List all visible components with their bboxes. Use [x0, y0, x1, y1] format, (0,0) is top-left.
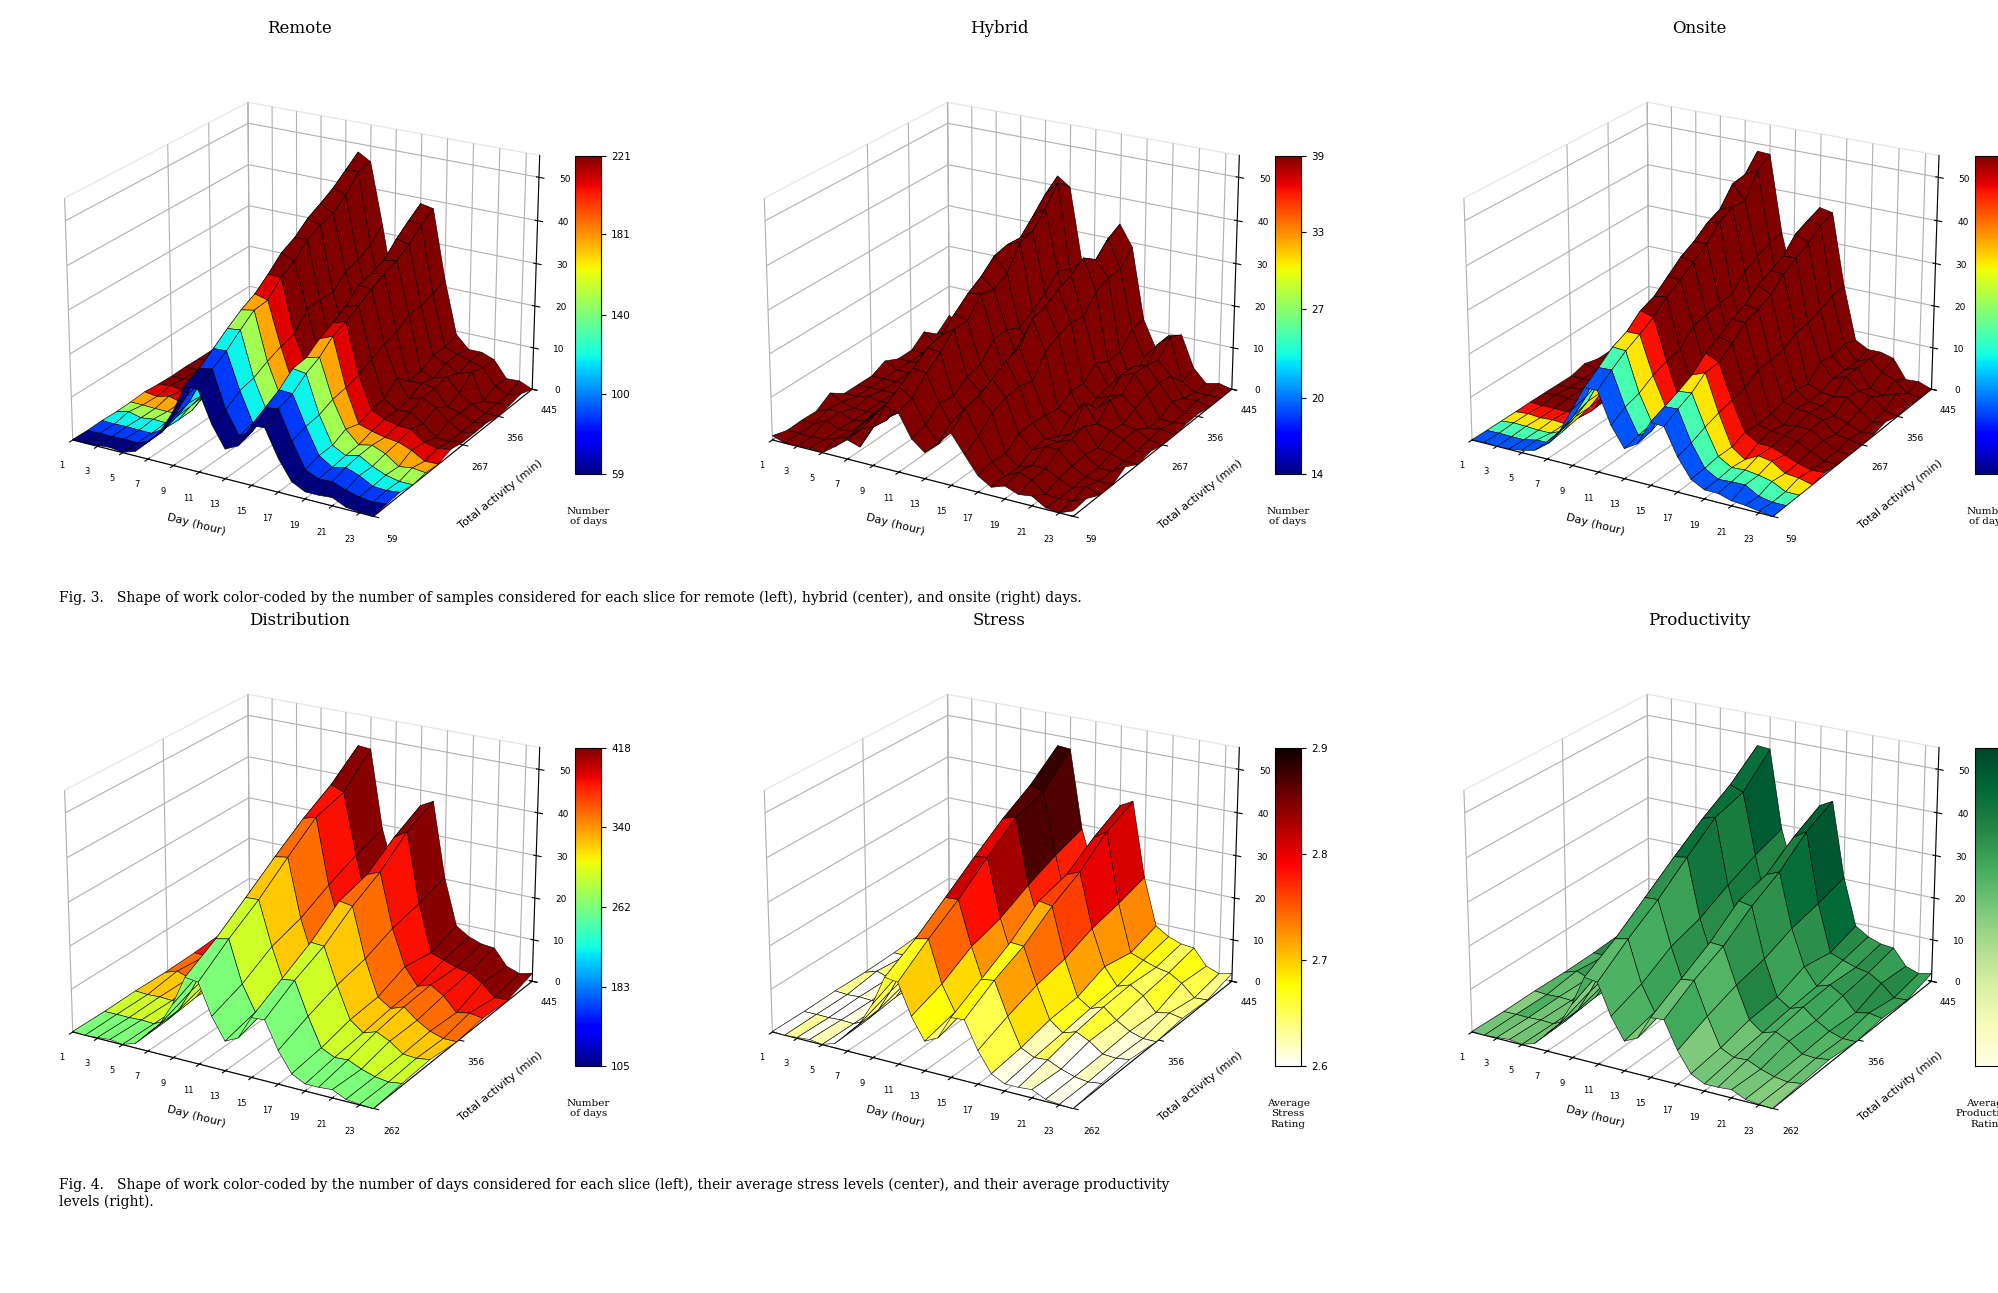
Text: Fig. 3.   Shape of work color-coded by the number of samples considered for each: Fig. 3. Shape of work color-coded by the… — [60, 590, 1081, 605]
Text: Number
of days: Number of days — [567, 507, 609, 526]
Y-axis label: Total activity (min): Total activity (min) — [458, 458, 543, 531]
Text: Average
Productivity
Rating: Average Productivity Rating — [1954, 1099, 1998, 1129]
X-axis label: Day (hour): Day (hour) — [166, 512, 226, 537]
Y-axis label: Total activity (min): Total activity (min) — [1157, 1050, 1243, 1124]
Title: Distribution: Distribution — [250, 613, 350, 630]
Text: Number
of days: Number of days — [1267, 507, 1309, 526]
Title: Productivity: Productivity — [1646, 613, 1750, 630]
X-axis label: Day (hour): Day (hour) — [865, 512, 925, 537]
Title: Remote: Remote — [268, 21, 332, 37]
Title: Hybrid: Hybrid — [969, 21, 1029, 37]
Text: Average
Stress
Rating: Average Stress Rating — [1267, 1099, 1309, 1129]
X-axis label: Day (hour): Day (hour) — [1564, 1104, 1624, 1129]
Text: Number
of days: Number of days — [1966, 507, 1998, 526]
Y-axis label: Total activity (min): Total activity (min) — [1157, 458, 1243, 531]
Y-axis label: Total activity (min): Total activity (min) — [1856, 1050, 1942, 1124]
Title: Onsite: Onsite — [1670, 21, 1726, 37]
Text: Number
of days: Number of days — [567, 1099, 609, 1118]
X-axis label: Day (hour): Day (hour) — [166, 1104, 226, 1129]
Y-axis label: Total activity (min): Total activity (min) — [1856, 458, 1942, 531]
X-axis label: Day (hour): Day (hour) — [865, 1104, 925, 1129]
Text: Fig. 4.   Shape of work color-coded by the number of days considered for each sl: Fig. 4. Shape of work color-coded by the… — [60, 1178, 1169, 1209]
X-axis label: Day (hour): Day (hour) — [1564, 512, 1624, 537]
Y-axis label: Total activity (min): Total activity (min) — [458, 1050, 543, 1124]
Title: Stress: Stress — [973, 613, 1025, 630]
